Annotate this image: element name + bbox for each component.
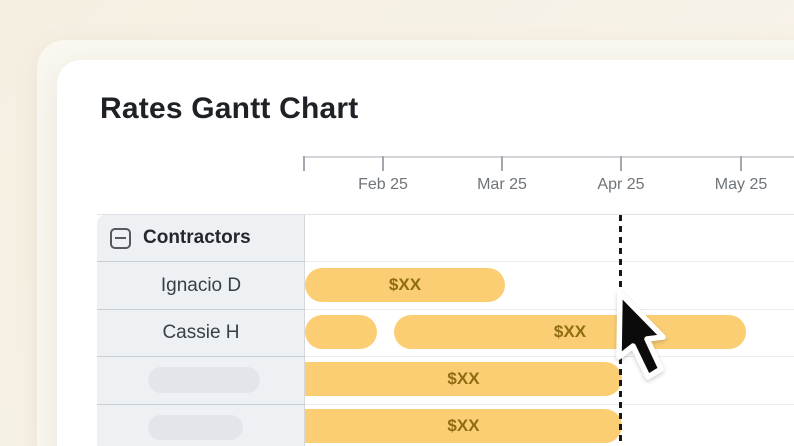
row-divider bbox=[97, 356, 305, 357]
row-label-placeholder bbox=[148, 415, 243, 440]
contractors-column: Contractors Ignacio D Cassie H bbox=[97, 215, 305, 446]
row-label-cassie[interactable]: Cassie H bbox=[162, 322, 240, 343]
timeline-axis-line bbox=[303, 156, 794, 158]
group-title: Contractors bbox=[143, 227, 251, 248]
row-divider bbox=[97, 261, 305, 262]
timeline-tick bbox=[740, 156, 742, 171]
bar-rate-label: $XX bbox=[447, 416, 480, 435]
gantt-bar-ignacio[interactable]: $XX bbox=[305, 268, 505, 302]
timeline-tick bbox=[303, 156, 305, 171]
page-title: Rates Gantt Chart bbox=[100, 92, 359, 125]
collapse-group-button[interactable] bbox=[110, 227, 131, 249]
row-label-ignacio[interactable]: Ignacio D bbox=[160, 274, 242, 296]
timeline-tick bbox=[620, 156, 622, 171]
row-label-placeholder bbox=[148, 367, 260, 393]
row-divider bbox=[97, 309, 305, 310]
contractors-header-row[interactable]: Contractors bbox=[97, 215, 305, 261]
bar-rate-label: $XX bbox=[388, 275, 422, 294]
timeline-tick bbox=[382, 156, 384, 171]
table-top-border bbox=[97, 214, 794, 215]
timeline-tick bbox=[501, 156, 503, 171]
gantt-chart-area: $XX $XX $XX $XX bbox=[305, 215, 794, 446]
gantt-bar-row4[interactable]: $XX bbox=[305, 409, 622, 443]
gantt-bar-cassie-1[interactable] bbox=[305, 315, 377, 349]
timeline-label-feb: Feb 25 bbox=[358, 176, 408, 193]
bar-rate-label: $XX bbox=[447, 369, 480, 388]
gantt-bar-cassie-2[interactable]: $XX bbox=[394, 315, 746, 349]
timeline-label-may: May 25 bbox=[714, 176, 768, 193]
minus-icon bbox=[115, 237, 126, 239]
row-divider bbox=[305, 309, 794, 310]
timeline-label-mar: Mar 25 bbox=[477, 176, 527, 193]
mouse-cursor-icon bbox=[616, 290, 666, 380]
row-divider bbox=[305, 261, 794, 262]
row-divider bbox=[305, 404, 794, 405]
bar-rate-label: $XX bbox=[553, 322, 587, 341]
timeline-label-apr: Apr 25 bbox=[597, 176, 645, 193]
row-divider bbox=[97, 404, 305, 405]
gantt-bar-row3[interactable]: $XX bbox=[305, 362, 622, 396]
row-divider bbox=[305, 356, 794, 357]
